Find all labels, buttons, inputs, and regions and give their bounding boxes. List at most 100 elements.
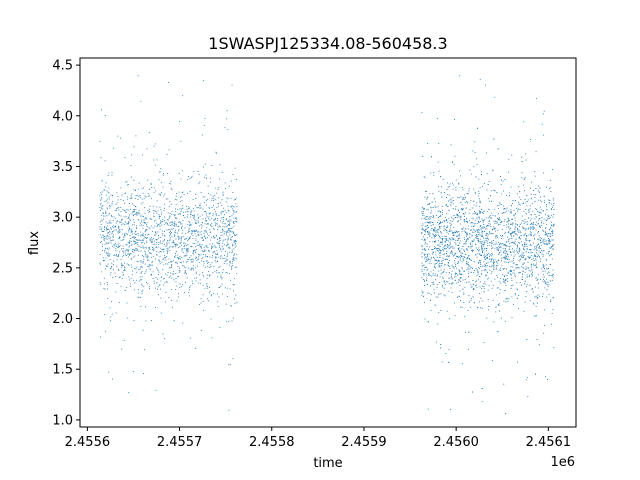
data-point (158, 237, 160, 239)
data-point (466, 201, 468, 202)
data-point (197, 171, 199, 173)
data-point (498, 245, 500, 247)
data-point (233, 210, 235, 212)
data-point (461, 256, 462, 258)
data-point (434, 267, 436, 269)
data-point (115, 276, 117, 278)
data-point (534, 265, 536, 266)
data-point (523, 248, 524, 250)
data-point (174, 221, 176, 223)
data-point (508, 259, 510, 261)
data-point (128, 228, 130, 230)
data-point (140, 231, 142, 233)
data-point (545, 224, 547, 225)
data-point (178, 247, 180, 248)
data-point (424, 196, 426, 198)
data-point (437, 323, 439, 325)
data-point (448, 361, 450, 363)
data-point (476, 214, 478, 216)
data-point (143, 286, 145, 288)
data-point (483, 263, 485, 265)
data-point (161, 224, 163, 226)
data-point (481, 244, 483, 246)
data-point (478, 262, 479, 264)
x-axis-offset: 1e6 (550, 455, 575, 470)
data-point (102, 234, 104, 236)
data-point (433, 281, 435, 283)
chart-title: 1SWASPJ125334.08-560458.3 (208, 34, 447, 53)
data-point (440, 273, 442, 275)
data-point (476, 223, 478, 225)
data-point (176, 261, 178, 263)
data-point (541, 225, 543, 227)
data-point (466, 193, 468, 194)
data-point (190, 223, 192, 225)
data-point (477, 216, 479, 218)
data-point (206, 216, 208, 218)
data-point (140, 203, 142, 205)
data-point (111, 245, 113, 247)
data-point (101, 197, 103, 199)
data-point (460, 218, 462, 220)
data-point (537, 238, 539, 240)
data-point (459, 250, 461, 252)
data-point (227, 220, 229, 222)
data-point (550, 235, 552, 237)
data-point (424, 217, 426, 219)
data-point (228, 320, 230, 322)
data-point (199, 231, 201, 233)
data-point (451, 278, 453, 280)
data-point (152, 227, 154, 229)
data-point (226, 110, 228, 112)
data-point (136, 271, 138, 273)
data-point (444, 235, 446, 237)
data-point (437, 250, 439, 252)
data-point (445, 272, 447, 274)
data-point (548, 218, 550, 220)
data-point (519, 208, 521, 210)
data-point (486, 173, 488, 175)
data-point (233, 259, 235, 261)
data-point (217, 218, 219, 219)
data-point (551, 323, 553, 325)
data-point (491, 253, 493, 254)
data-point (104, 236, 106, 237)
data-point (175, 244, 177, 246)
data-point (102, 212, 104, 213)
data-point (525, 259, 527, 261)
data-point (534, 238, 535, 240)
data-point (107, 191, 109, 193)
data-point (184, 272, 186, 274)
data-point (489, 216, 491, 218)
data-point (521, 220, 523, 221)
data-point (221, 222, 223, 224)
data-point (135, 135, 137, 137)
data-point (538, 185, 539, 187)
data-point (144, 231, 146, 233)
data-point (166, 281, 168, 283)
data-point (137, 249, 139, 251)
data-point (455, 258, 457, 259)
data-point (171, 277, 173, 279)
data-point (515, 213, 516, 215)
data-point (162, 249, 164, 251)
data-point (148, 196, 150, 197)
data-point (121, 277, 123, 279)
data-point (537, 253, 539, 255)
data-point (135, 248, 137, 250)
data-point (179, 246, 181, 248)
data-point (229, 364, 231, 366)
data-point (486, 257, 488, 259)
data-point (516, 245, 518, 247)
data-point (179, 212, 181, 214)
data-point (191, 210, 193, 212)
data-point (497, 259, 499, 261)
data-point (524, 262, 525, 264)
data-point (108, 238, 110, 240)
data-point (534, 224, 536, 226)
data-point (484, 268, 486, 270)
data-point (432, 249, 434, 251)
data-point (486, 225, 488, 227)
data-point (496, 205, 498, 207)
